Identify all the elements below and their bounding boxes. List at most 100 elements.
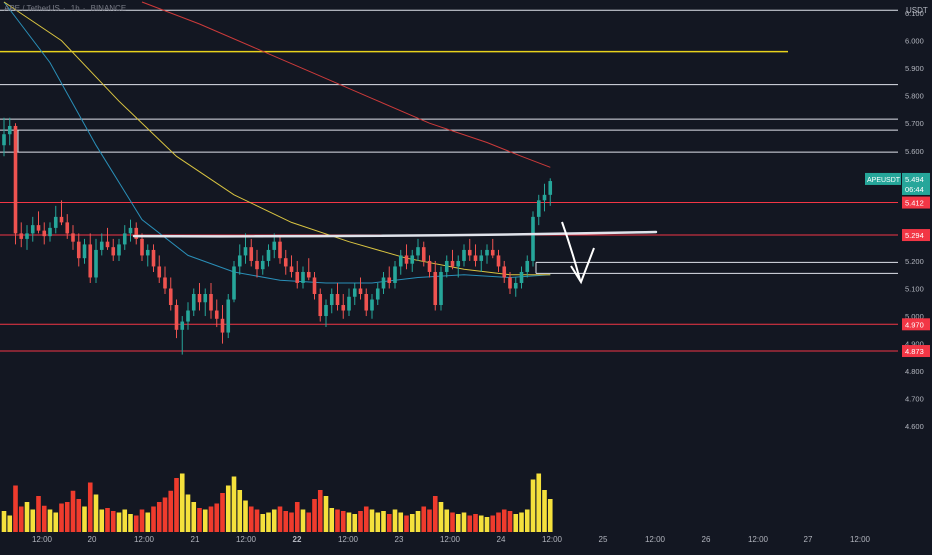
candle-body xyxy=(536,200,541,217)
candle-body xyxy=(48,227,52,237)
candle-body xyxy=(117,244,121,256)
candle-body xyxy=(111,247,116,256)
candle-body xyxy=(375,288,380,300)
candle-body xyxy=(393,266,397,283)
candle xyxy=(191,288,196,317)
y-tick-label: 5.900 xyxy=(905,64,924,73)
x-tick-label: 21 xyxy=(191,535,200,544)
volume-bar xyxy=(7,515,13,532)
candle xyxy=(186,302,190,330)
candle-body xyxy=(237,255,242,267)
candle xyxy=(197,282,202,311)
candle xyxy=(352,282,357,306)
candle-body xyxy=(220,318,225,333)
candle-body xyxy=(324,305,328,317)
volume-bar xyxy=(432,496,438,532)
candle-body xyxy=(525,260,530,272)
candle xyxy=(473,244,478,267)
candle-body xyxy=(289,266,294,272)
volume-bar xyxy=(13,485,18,532)
volume-bar xyxy=(496,512,501,532)
y-tick-label: 4.800 xyxy=(905,367,924,376)
volume-bar xyxy=(260,514,266,532)
candle-body xyxy=(19,233,24,239)
volume-bar xyxy=(501,509,507,532)
candle xyxy=(151,244,156,272)
candle xyxy=(301,266,305,289)
candle xyxy=(59,200,64,226)
candle-body xyxy=(335,294,340,306)
volume-bar xyxy=(133,515,139,532)
candle-body xyxy=(381,277,386,289)
volume-bar xyxy=(254,509,260,532)
candle-body xyxy=(71,233,75,242)
candle-body xyxy=(128,227,133,234)
candle xyxy=(513,277,518,297)
volume-bar xyxy=(363,506,369,532)
candle xyxy=(467,238,472,261)
candle-body xyxy=(122,233,127,245)
candle xyxy=(306,258,311,281)
volume-bar xyxy=(427,509,432,532)
candle xyxy=(65,214,70,239)
candle-body xyxy=(421,247,426,261)
candle-body xyxy=(358,288,363,294)
candle xyxy=(456,255,461,278)
volume-bar xyxy=(1,511,7,532)
candle-body xyxy=(249,247,254,261)
volume-bar xyxy=(352,514,358,532)
price-label-bg xyxy=(902,345,930,358)
resistance-line xyxy=(132,230,658,238)
volume-bar xyxy=(18,506,24,532)
volume-bar xyxy=(179,473,185,532)
candle xyxy=(249,238,254,267)
volume-bar xyxy=(105,508,110,532)
candle xyxy=(433,260,438,311)
candle xyxy=(140,233,144,261)
candle-body xyxy=(42,230,47,237)
candle-body xyxy=(76,241,81,259)
candle xyxy=(25,225,29,250)
candle-body xyxy=(502,266,507,278)
volume-bar xyxy=(202,509,208,532)
volume-bar xyxy=(99,509,105,532)
volume-bar xyxy=(369,509,375,532)
x-tick-label: 12:00 xyxy=(134,535,155,544)
candle-body xyxy=(467,249,472,256)
candle xyxy=(462,244,466,267)
candle-body xyxy=(7,125,12,135)
candle-body xyxy=(398,255,403,267)
candle xyxy=(226,294,231,339)
candle-body xyxy=(65,222,70,234)
x-tick-label: 12:00 xyxy=(32,535,53,544)
candle xyxy=(283,249,288,275)
volume-bar xyxy=(93,494,99,532)
volume-bar xyxy=(53,512,59,532)
candle-body xyxy=(427,260,432,272)
price-label-bg xyxy=(902,318,930,331)
candle-body xyxy=(542,194,547,201)
interval-label: 1h xyxy=(70,4,80,13)
price-label: 4.873 xyxy=(902,345,930,358)
candle xyxy=(387,266,392,289)
candle-body xyxy=(329,294,334,306)
candle xyxy=(393,260,397,289)
candle xyxy=(519,266,524,289)
candle xyxy=(318,288,323,322)
candle xyxy=(398,249,403,275)
volume-bar xyxy=(312,499,317,532)
y-tick-label: 5.600 xyxy=(905,147,924,156)
exchange-label: BINANCE xyxy=(90,4,127,13)
volume-bar xyxy=(306,512,312,532)
volume-bar xyxy=(277,506,283,532)
candle-body xyxy=(456,260,461,267)
volume-bar xyxy=(438,502,444,532)
candle xyxy=(157,255,162,283)
candle-body xyxy=(197,294,202,303)
x-tick-label: 27 xyxy=(804,535,813,544)
y-tick-label: 5.700 xyxy=(905,119,924,128)
x-tick-label: 12:00 xyxy=(645,535,666,544)
